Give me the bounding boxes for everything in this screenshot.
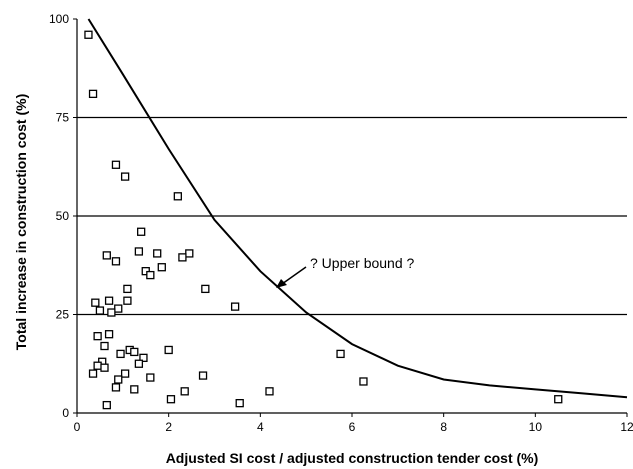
data-point xyxy=(554,395,563,404)
x-tick-label: 0 xyxy=(74,420,81,434)
data-point xyxy=(120,369,130,378)
data-point xyxy=(107,308,116,317)
data-point xyxy=(114,375,123,384)
data-point xyxy=(336,349,345,359)
data-point xyxy=(102,251,111,260)
data-point xyxy=(235,398,244,408)
data-points xyxy=(84,30,563,410)
x-tick-labels: 0 2 4 6 8 10 12 xyxy=(74,420,633,434)
x-tick-label: 4 xyxy=(257,420,264,434)
data-point xyxy=(88,369,98,378)
data-point xyxy=(123,284,132,294)
data-point xyxy=(95,306,105,315)
data-point xyxy=(116,349,125,359)
upper-bound-label: ? Upper bound ? xyxy=(310,255,415,271)
data-point xyxy=(178,253,187,262)
data-point xyxy=(180,387,189,396)
data-point xyxy=(120,172,130,181)
y-tick-labels: 0 25 50 75 100 xyxy=(49,12,69,420)
data-point xyxy=(146,270,155,280)
data-point xyxy=(104,296,114,305)
data-point xyxy=(201,284,210,294)
data-point xyxy=(166,395,176,404)
data-point xyxy=(173,192,182,201)
data-point xyxy=(265,387,274,396)
annotation-arrow xyxy=(281,266,307,285)
y-tick-label: 0 xyxy=(62,406,69,420)
x-tick-label: 2 xyxy=(165,420,172,434)
upper-bound-annotation: ? Upper bound ? xyxy=(276,255,415,288)
data-point xyxy=(164,345,173,355)
data-point xyxy=(153,249,162,258)
data-point xyxy=(100,363,109,372)
data-point xyxy=(93,332,102,341)
data-point xyxy=(111,160,121,169)
data-point xyxy=(111,383,121,392)
data-point xyxy=(146,373,155,382)
x-tick-label: 8 xyxy=(440,420,447,434)
data-point xyxy=(185,249,194,258)
x-tick-label: 6 xyxy=(349,420,356,434)
data-point xyxy=(91,298,100,307)
y-tick-label: 50 xyxy=(56,209,70,223)
data-point xyxy=(104,330,114,339)
y-axis-title: Total increase in construction cost (%) xyxy=(13,94,29,350)
y-tick-label: 75 xyxy=(56,111,70,125)
arrow-head-icon xyxy=(276,279,287,288)
data-point xyxy=(130,385,139,394)
data-point xyxy=(102,400,111,410)
upper-bound-curve xyxy=(87,18,628,399)
data-point xyxy=(198,371,208,380)
x-tick-label: 12 xyxy=(620,420,633,434)
data-point xyxy=(157,263,166,272)
data-point xyxy=(88,89,98,99)
data-point xyxy=(359,377,368,386)
axes xyxy=(73,18,628,417)
data-point xyxy=(114,304,123,313)
data-point xyxy=(139,353,148,362)
data-point xyxy=(130,347,139,357)
data-point xyxy=(84,30,93,39)
data-point xyxy=(134,247,144,256)
y-tick-label: 100 xyxy=(49,12,69,26)
gridlines xyxy=(77,116,627,316)
data-point xyxy=(93,361,102,370)
data-point xyxy=(134,359,144,368)
data-point xyxy=(230,302,240,311)
data-point xyxy=(111,257,121,266)
data-point xyxy=(100,341,109,351)
x-tick-label: 10 xyxy=(529,420,543,434)
data-point xyxy=(137,227,146,236)
y-tick-label: 25 xyxy=(56,308,70,322)
x-axis-title: Adjusted SI cost / adjusted construction… xyxy=(166,450,539,466)
data-point xyxy=(123,296,132,305)
